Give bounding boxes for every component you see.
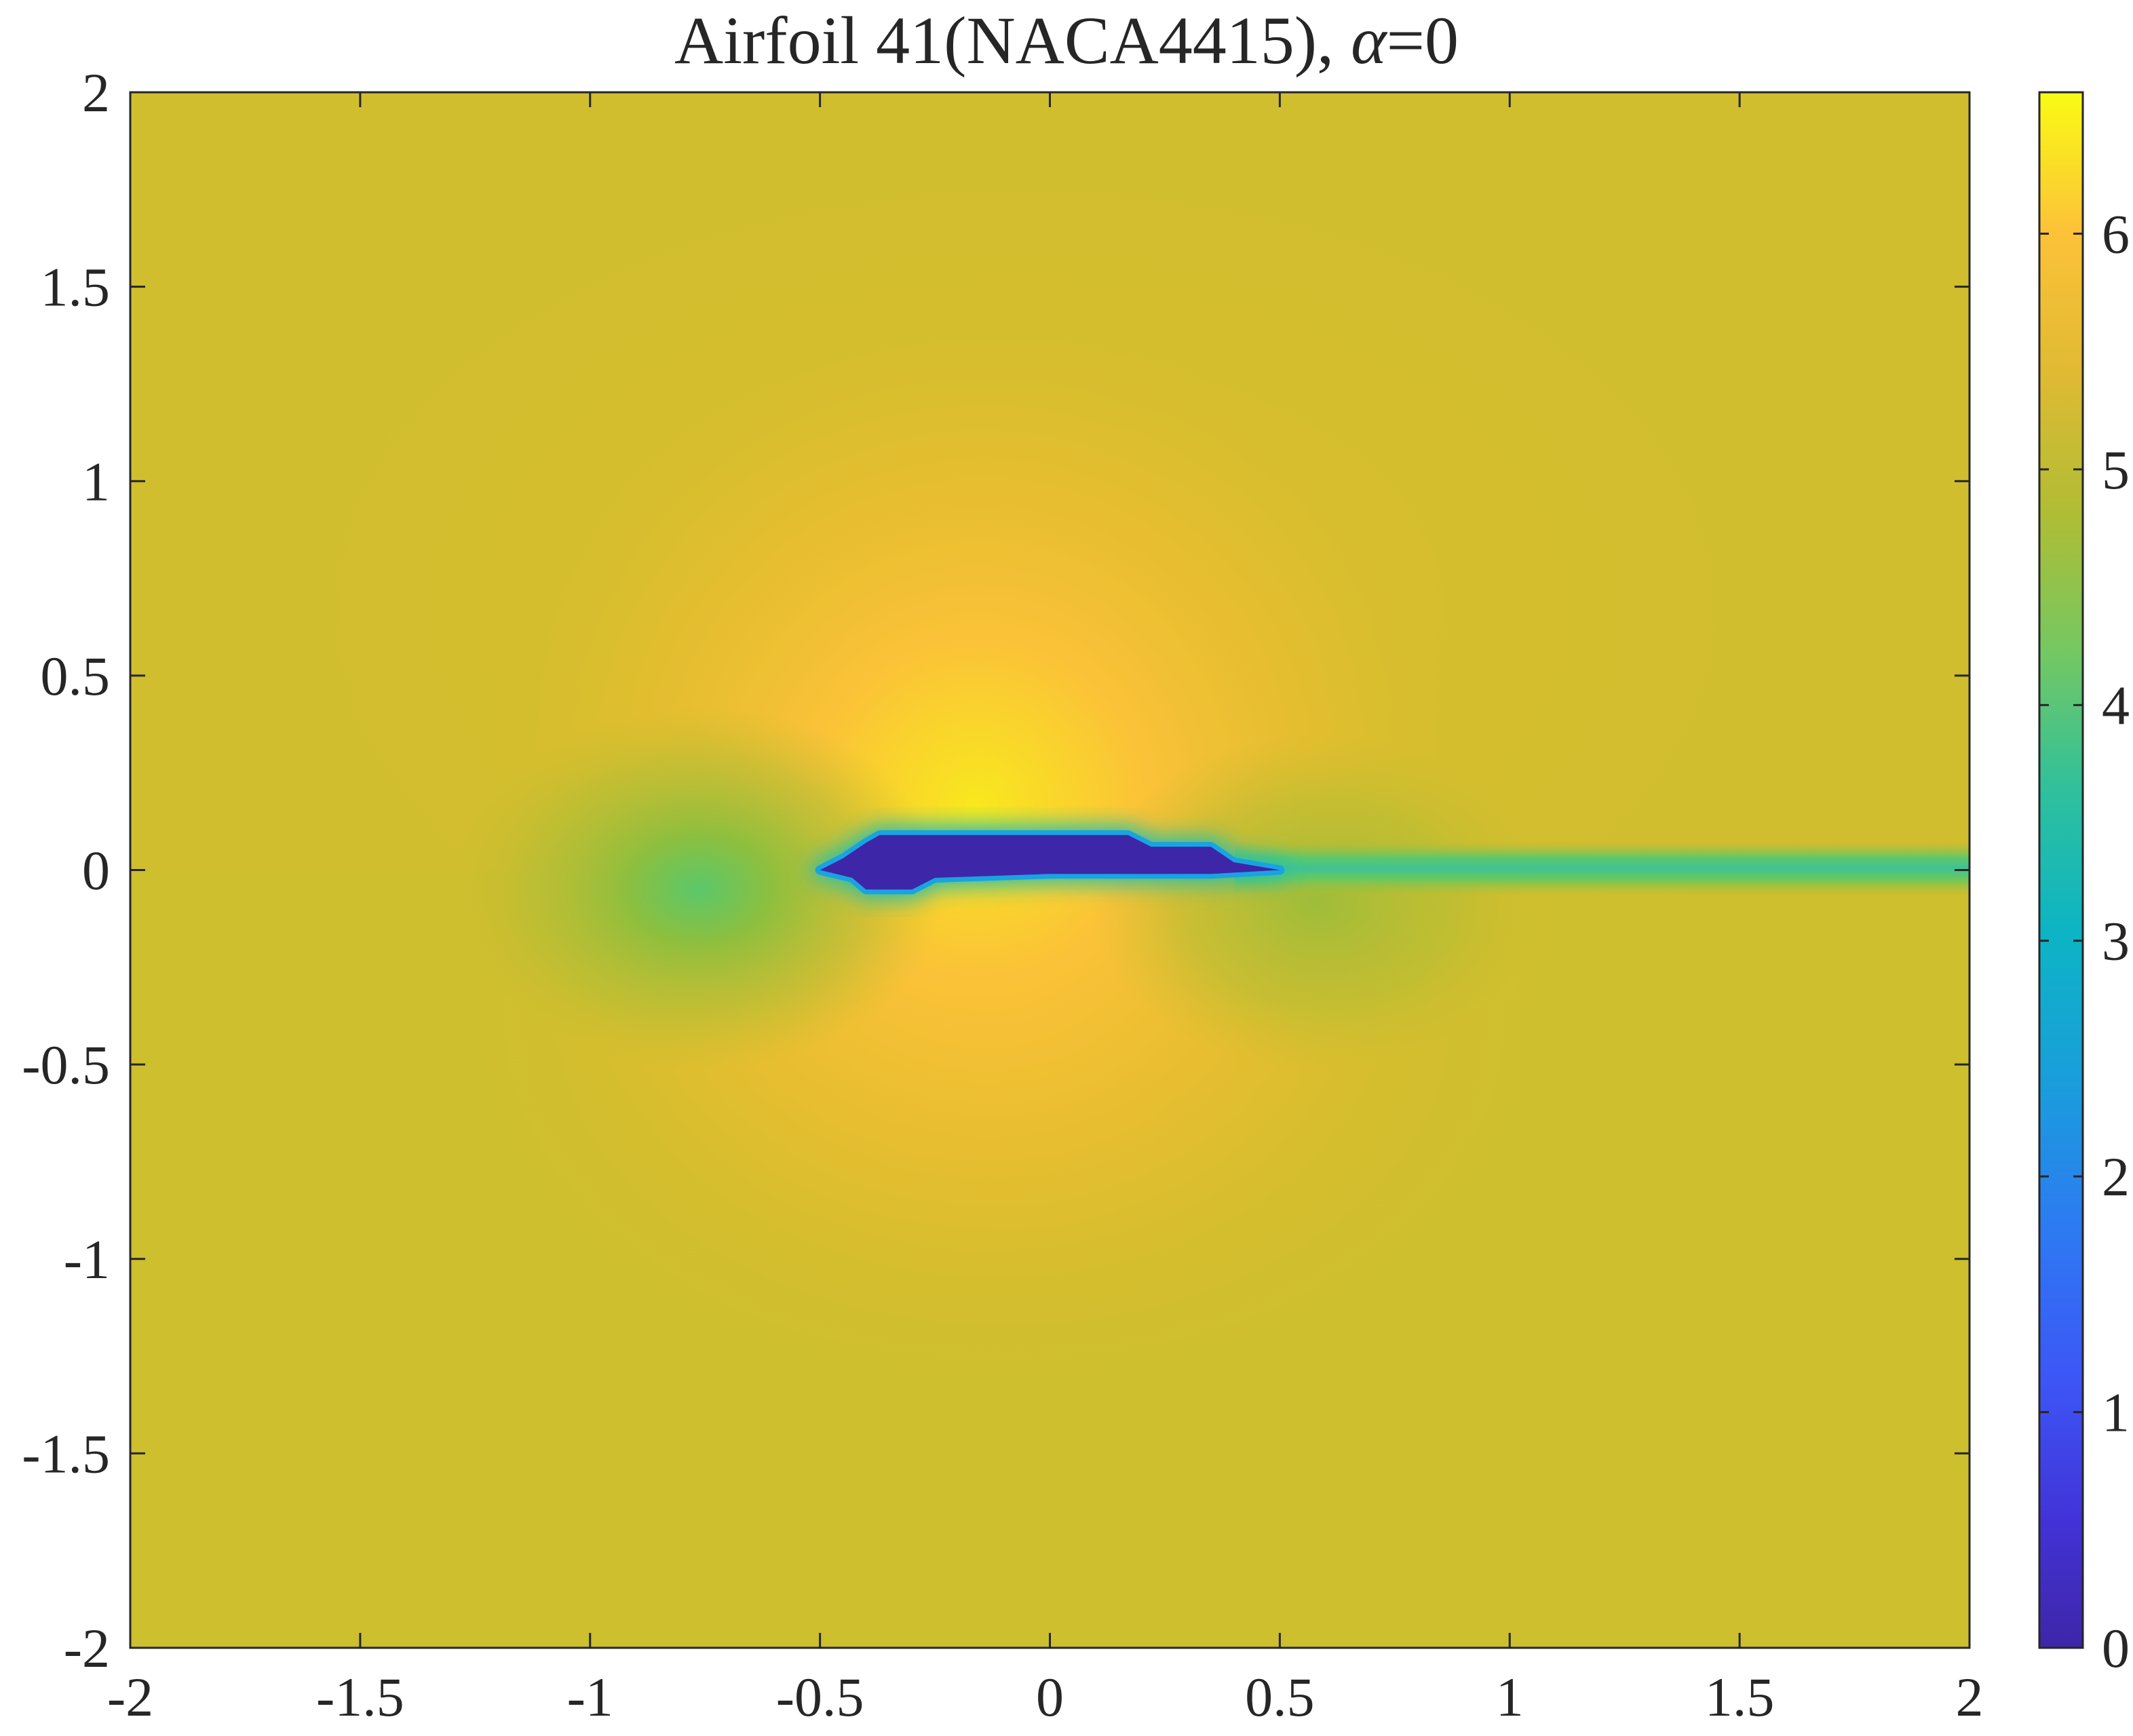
y-tick-label: 0.5 [41,645,111,707]
wake-region [1235,841,1969,895]
colorbar-tick-label: 3 [2102,910,2130,972]
chart-title-symbol: α [1351,3,1387,78]
colorbar-tick-label: 6 [2102,203,2130,265]
x-tick-label: 2 [1956,1666,1984,1728]
colorbar-tick-label: 5 [2102,439,2130,501]
chart-title-main: Airfoil 41(NACA4415), [674,3,1351,78]
colorbar-tick-label: 1 [2102,1382,2130,1444]
leading-edge-stagnation [455,706,943,1072]
y-tick-label: -0.5 [22,1034,110,1096]
colorbar-tick-label: 4 [2102,674,2130,736]
x-tick-label: -2 [107,1666,153,1728]
colorbar-tick-label: 2 [2102,1146,2130,1208]
chart-title-rest: =0 [1386,3,1459,78]
colorbar-tick-label: 0 [2102,1617,2130,1679]
chart-title: Airfoil 41(NACA4415), α=0 [0,0,2133,81]
y-tick-label: -1 [64,1229,110,1290]
x-tick-label: -1.5 [316,1666,404,1728]
heatmap-field [130,92,1969,1648]
y-tick-label: 1.5 [41,256,111,318]
y-tick-label: 2 [82,62,110,123]
x-tick-label: -0.5 [776,1666,864,1728]
colorbar-gradient [2038,91,2084,1649]
x-tick-label: 0.5 [1245,1666,1315,1728]
trailing-edge-region [1092,733,1540,1072]
colorbar: 0 1 2 3 4 5 6 [2038,91,2130,1679]
x-tick-label: 1.5 [1705,1666,1775,1728]
x-tick-label: 1 [1496,1666,1524,1728]
x-tick-label: 0 [1036,1666,1064,1728]
y-tick-label: -2 [64,1617,110,1679]
axes: -2 -1.5 -1 -0.5 0 0.5 1 1.5 2 2 1.5 1 0.5 0 -0.5 -1 -1.5… [22,62,1983,1728]
y-tick-label: 1 [82,450,110,512]
y-tick-label: 0 [82,840,110,902]
airfoil-body [820,834,1280,890]
x-tick-label: -1 [567,1666,613,1728]
y-tick-label: -1.5 [22,1423,110,1484]
